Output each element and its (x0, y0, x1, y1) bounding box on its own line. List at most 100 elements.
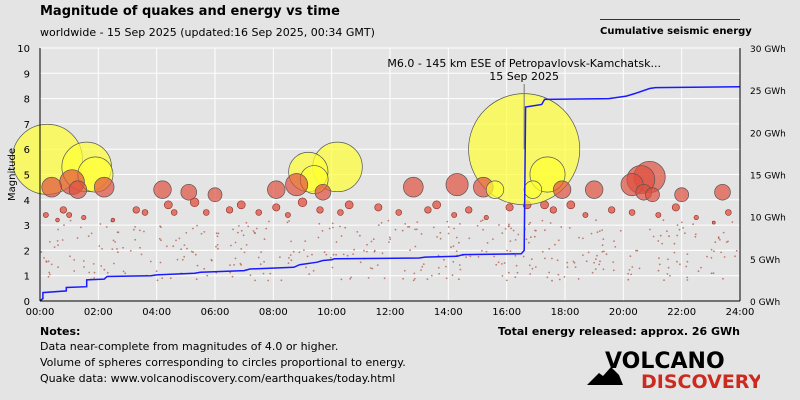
medium-quake-point (451, 212, 458, 218)
small-quake-point (288, 257, 290, 259)
small-quake-point (446, 220, 449, 223)
small-quake-point (203, 231, 206, 233)
note-line: Quake data: www.volcanodiscovery.com/ear… (40, 372, 396, 385)
energy-series-line (39, 86, 741, 302)
small-quake-point (497, 261, 500, 264)
small-quake-point (381, 252, 384, 255)
small-quake-point (602, 238, 605, 241)
small-quake-point (544, 229, 546, 232)
large-quake-point (485, 180, 505, 199)
small-quake-point (190, 250, 193, 253)
y-tick-label: 2 (24, 246, 30, 257)
x-tick-label: 16:00 (492, 307, 521, 318)
small-quake-point (352, 253, 354, 256)
y2-tick-label: 30 GWh (750, 45, 786, 55)
large-quake-point (285, 173, 309, 197)
small-quake-point (134, 226, 137, 228)
small-quake-point (149, 260, 152, 263)
small-quake-point (359, 261, 362, 264)
small-quake-point (203, 267, 206, 270)
small-quake-point (697, 270, 700, 273)
small-quake-point (216, 235, 219, 238)
medium-quake-point (693, 214, 699, 221)
small-quake-point (331, 222, 334, 225)
small-quake-point (452, 260, 455, 263)
small-quake-point (652, 235, 655, 238)
small-quake-point (577, 278, 580, 280)
medium-quake-point (55, 217, 60, 223)
small-quake-point (663, 279, 665, 281)
small-quake-point (426, 278, 429, 281)
small-quake-point (237, 231, 239, 234)
small-quake-point (458, 241, 460, 244)
x-tick-label: 20:00 (609, 307, 638, 318)
small-quake-point (306, 255, 309, 258)
small-quake-point (401, 229, 404, 232)
small-quake-point (596, 231, 599, 234)
small-quake-point (233, 264, 236, 266)
small-quake-point (713, 250, 715, 253)
small-quake-point (700, 266, 702, 269)
small-quake-point (501, 232, 504, 235)
small-quake-point (73, 259, 76, 261)
small-quake-point (669, 274, 671, 277)
small-quake-point (53, 246, 56, 249)
small-quake-point (101, 248, 103, 250)
small-quake-point (176, 258, 179, 261)
small-quake-point (247, 225, 250, 228)
small-quake-point (495, 263, 498, 266)
small-quake-point (657, 240, 660, 242)
x-tick-label: 24:00 (726, 307, 755, 318)
small-quake-point (596, 254, 598, 257)
small-quake-point (558, 278, 561, 281)
small-quake-point (73, 270, 76, 272)
small-quake-point (99, 223, 102, 225)
small-quake-point (578, 236, 580, 239)
y-tick-label: 6 (24, 145, 30, 156)
small-quake-point (161, 277, 164, 280)
medium-quake-point (297, 197, 308, 207)
medium-quake-point (424, 206, 432, 214)
small-quake-point (582, 237, 584, 240)
small-quake-point (106, 271, 109, 274)
small-quake-point (514, 239, 517, 241)
small-quake-point (657, 269, 660, 272)
note-line: Volume of spheres corresponding to circl… (40, 356, 406, 369)
y-tick-label: 4 (24, 196, 30, 207)
y2-tick-label: 0 GWh (750, 298, 780, 308)
small-quake-point (450, 246, 452, 249)
small-quake-point (594, 268, 597, 270)
large-quake-point (207, 187, 223, 203)
small-quake-point (498, 224, 500, 226)
small-quake-point (279, 256, 281, 259)
small-quake-point (512, 229, 515, 232)
medium-quake-point (42, 212, 49, 218)
small-quake-point (238, 225, 240, 227)
small-quake-point (394, 228, 397, 231)
small-quake-point (249, 274, 252, 277)
small-quake-point (546, 276, 549, 279)
small-quake-point (312, 269, 315, 272)
small-quake-point (245, 221, 248, 224)
small-quake-point (432, 226, 435, 229)
small-quake-point (528, 264, 531, 267)
small-quake-point (722, 231, 725, 234)
small-quake-point (529, 273, 532, 275)
small-quake-point (480, 220, 482, 223)
small-quake-point (439, 231, 442, 234)
small-quake-point (735, 249, 738, 252)
small-quake-point (116, 248, 118, 250)
small-quake-point (254, 279, 256, 282)
small-quake-point (667, 258, 669, 261)
small-quake-point (548, 271, 550, 274)
large-quake-point (645, 187, 660, 203)
small-quake-point (679, 263, 681, 266)
small-quake-point (57, 244, 59, 247)
small-quake-point (445, 277, 448, 280)
small-quake-point (83, 266, 85, 268)
medium-quake-point (110, 217, 116, 223)
small-quake-point (676, 234, 679, 237)
axes: 00:00 02:00 04:00 06:00 08:00 10:00 12:00 14:00… (7, 44, 786, 318)
small-quake-point (516, 271, 519, 274)
medium-quake-point (337, 209, 344, 216)
